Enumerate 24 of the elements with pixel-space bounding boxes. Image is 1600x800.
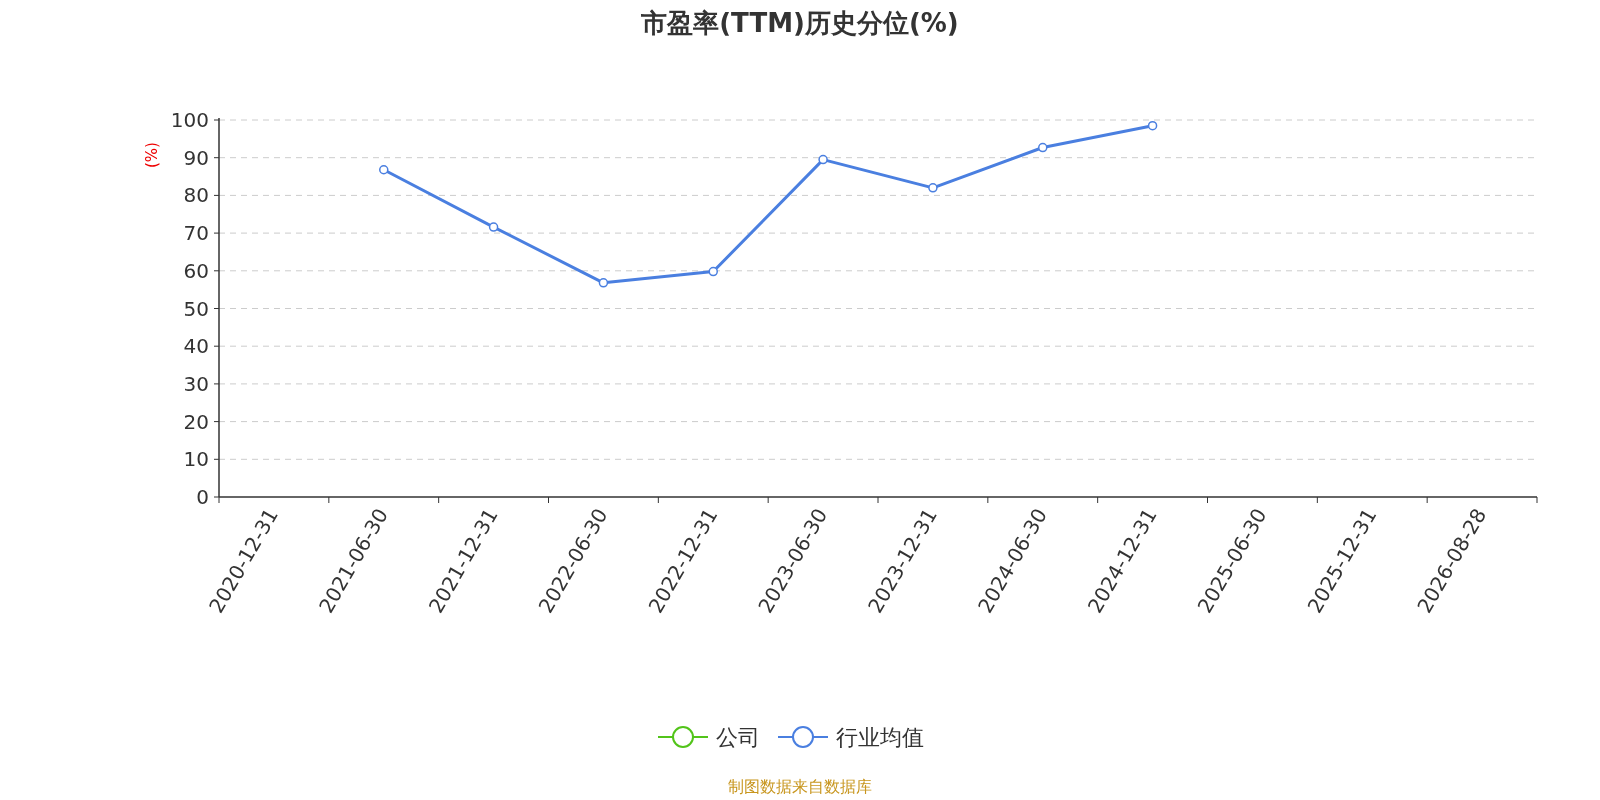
point (1038, 142, 1048, 153)
y-tick-label: 50 (183, 296, 209, 321)
point (1147, 120, 1158, 131)
y-tick-label: 40 (183, 334, 209, 359)
legend-label: 行业均值 (836, 725, 924, 750)
y-tick-label: 70 (183, 221, 209, 246)
y-tick-label: 0 (196, 485, 209, 509)
point (928, 183, 938, 193)
y-tick-label: 80 (183, 183, 209, 208)
y-tick-label: 20 (183, 409, 209, 434)
legend-label: 公司 (716, 725, 760, 750)
point (818, 154, 828, 165)
chart-title: 市盈率(TTM)历史分位(%) (640, 8, 959, 38)
y-axis-title: (%) (143, 142, 161, 168)
point (379, 165, 389, 175)
point (708, 266, 718, 277)
point (598, 278, 609, 288)
y-tick-label: 90 (183, 145, 209, 170)
y-tick-label: 10 (183, 447, 209, 472)
y-tick-label: 100 (170, 108, 209, 132)
text: 制图数据来自数据库 (728, 777, 872, 796)
point (488, 222, 499, 232)
y-tick-label: 60 (183, 258, 209, 283)
y-tick-label: 30 (183, 371, 209, 396)
